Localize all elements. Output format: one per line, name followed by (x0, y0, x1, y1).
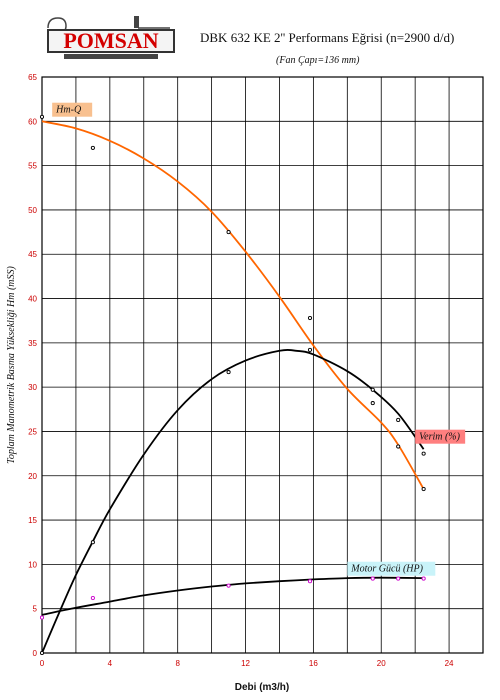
data-point-hm (307, 315, 313, 321)
x-tick-label: 4 (108, 659, 113, 668)
data-point-verim (396, 417, 401, 422)
y-tick-label: 50 (28, 206, 37, 215)
data-point-motor (396, 576, 401, 581)
x-tick-label: 20 (377, 659, 386, 668)
x-tick-label: 12 (241, 659, 250, 668)
data-point-hm (226, 230, 231, 235)
data-point-hm (370, 401, 375, 406)
data-point-motor (370, 576, 375, 581)
y-tick-label: 20 (28, 472, 37, 481)
series-line-verim (41, 349, 425, 654)
label-box-verim (415, 429, 466, 444)
y-axis-label: Toplam Manometrik Basma Yüksekliği Hm (m… (6, 265, 17, 463)
y-tick-label: 25 (28, 427, 37, 436)
series-line-hm (41, 120, 425, 490)
data-point-motor (307, 579, 313, 584)
logo-text: POMSAN (63, 28, 158, 53)
data-point-verim (307, 347, 313, 352)
x-tick-label: 24 (445, 659, 454, 668)
plot-frame (41, 76, 484, 654)
y-tick-label: 35 (28, 339, 37, 348)
y-tick-label: 45 (28, 250, 37, 259)
data-point-motor (421, 576, 426, 581)
x-tick-label: 0 (40, 659, 45, 668)
series-line-motor (41, 576, 424, 616)
x-tick-label: 8 (175, 659, 180, 668)
chart-subtitle: (Fan Çapı=136 mm) (276, 55, 360, 66)
series-label-motor: Motor Gücü (HP) (350, 564, 423, 575)
data-point-motor (90, 596, 95, 601)
data-point-verim (370, 387, 375, 392)
label-box-hm (52, 102, 93, 117)
y-tick-label: 5 (33, 605, 38, 614)
series-label-hm: Hm-Q (55, 105, 82, 116)
data-point-verim (39, 650, 45, 656)
data-point-hm (396, 444, 401, 449)
data-point-hm (90, 145, 95, 150)
data-point-hm (421, 487, 426, 492)
y-tick-label: 30 (28, 383, 37, 392)
x-axis-label: Debi (m3/h) (235, 682, 289, 693)
y-tick-label: 15 (28, 516, 37, 525)
y-tick-label: 65 (28, 73, 37, 82)
data-point-verim (421, 451, 426, 456)
y-tick-label: 60 (28, 117, 37, 126)
data-point-motor (226, 583, 231, 588)
y-tick-label: 10 (28, 560, 37, 569)
data-point-verim (90, 540, 95, 545)
data-point-verim (226, 370, 231, 375)
y-tick-label: 40 (28, 295, 37, 304)
data-point-hm (39, 114, 45, 119)
x-tick-label: 16 (309, 659, 318, 668)
chart-title: DBK 632 KE 2'' Performans Eğrisi (n=2900… (200, 30, 455, 45)
data-point-motor (39, 615, 45, 620)
pomsan-logo: POMSAN (47, 16, 175, 59)
y-tick-label: 55 (28, 162, 37, 171)
y-tick-label: 0 (33, 649, 38, 658)
label-box-motor (347, 561, 436, 576)
series-label-verim: Verim (%) (419, 432, 460, 443)
